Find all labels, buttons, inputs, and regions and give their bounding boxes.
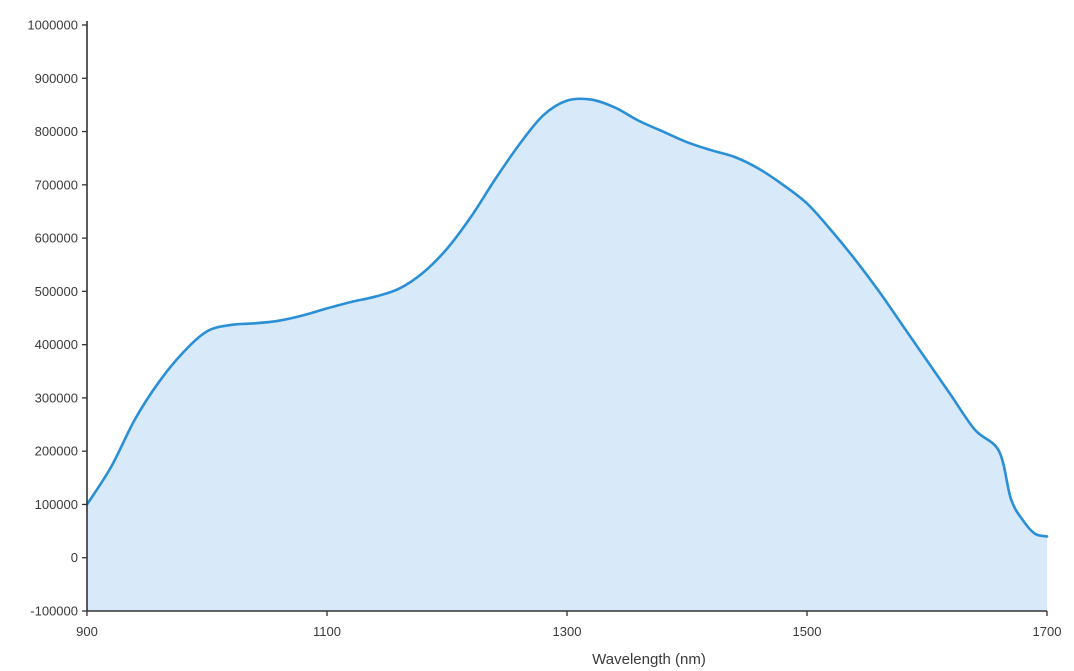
y-tick-label: 200000	[35, 444, 78, 459]
x-tick-label: 1300	[553, 624, 582, 639]
y-tick-label: 0	[71, 550, 78, 565]
y-tick-label: 1000000	[27, 18, 78, 33]
y-tick-label: 600000	[35, 231, 78, 246]
x-axis-ticks: 900 1100 1300 1500 1700	[76, 611, 1061, 639]
y-tick-label: -100000	[30, 604, 78, 619]
x-tick-label: 1500	[793, 624, 822, 639]
series-area-fill	[87, 98, 1047, 611]
y-tick-label: 500000	[35, 284, 78, 299]
series-line	[85, 97, 1049, 538]
y-tick-label: 900000	[35, 71, 78, 86]
y-tick-label: 300000	[35, 390, 78, 405]
y-axis-ticks: -100000 0 100000 200000 300000 400000 500000 60…	[27, 18, 87, 619]
y-tick-label: 400000	[35, 337, 78, 352]
x-tick-label: 900	[76, 624, 98, 639]
x-tick-label: 1100	[313, 624, 341, 639]
y-tick-label: 800000	[35, 124, 78, 139]
x-tick-label: 1700	[1033, 624, 1062, 639]
y-tick-label: 700000	[35, 177, 78, 192]
x-axis-title: Wavelength (nm)	[592, 651, 706, 668]
y-tick-label: 100000	[35, 497, 78, 512]
